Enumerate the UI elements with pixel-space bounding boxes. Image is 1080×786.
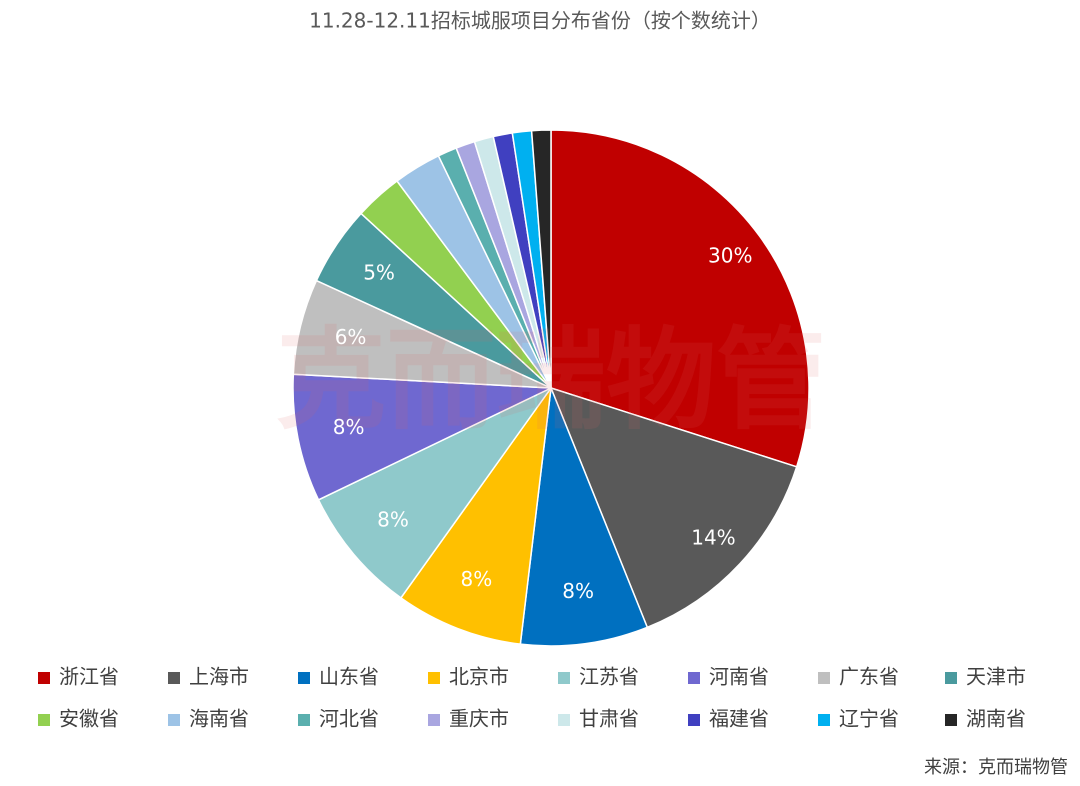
legend-label: 山东省 bbox=[319, 665, 379, 689]
legend-label: 安徽省 bbox=[59, 707, 119, 731]
legend-swatch bbox=[428, 714, 440, 726]
legend-label: 重庆市 bbox=[449, 707, 509, 731]
legend-label: 江苏省 bbox=[579, 665, 639, 689]
legend-label: 河北省 bbox=[319, 707, 379, 731]
legend-label: 辽宁省 bbox=[839, 707, 899, 731]
pie-slice bbox=[519, 387, 649, 647]
data-label: 5% bbox=[363, 260, 395, 284]
legend-swatch bbox=[945, 672, 957, 684]
pie-slice bbox=[317, 387, 552, 599]
legend-label: 湖南省 bbox=[966, 707, 1026, 731]
data-label: 8% bbox=[461, 567, 493, 591]
data-label: 6% bbox=[335, 325, 367, 349]
legend-swatch bbox=[298, 672, 310, 684]
legend-label: 河南省 bbox=[709, 665, 769, 689]
data-label: 8% bbox=[377, 507, 409, 531]
data-label: 8% bbox=[333, 415, 365, 439]
data-label: 14% bbox=[691, 526, 735, 550]
legend-label: 天津市 bbox=[966, 665, 1026, 689]
legend-label: 海南省 bbox=[189, 707, 249, 731]
legend-swatch bbox=[558, 714, 570, 726]
legend-label: 北京市 bbox=[449, 665, 509, 689]
legend-swatch bbox=[428, 672, 440, 684]
legend-swatch bbox=[38, 714, 50, 726]
source-note: 来源：克而瑞物管 bbox=[924, 757, 1068, 778]
data-label: 8% bbox=[562, 579, 594, 603]
legend-label: 上海市 bbox=[189, 665, 249, 689]
legend-swatch bbox=[818, 672, 830, 684]
chart-title: 11.28-12.11招标城服项目分布省份（按个数统计） bbox=[309, 9, 771, 33]
data-label: 30% bbox=[708, 244, 752, 268]
legend-label: 甘肃省 bbox=[579, 707, 639, 731]
legend-swatch bbox=[558, 672, 570, 684]
legend-swatch bbox=[168, 714, 180, 726]
pie-slice bbox=[530, 129, 552, 389]
watermark: 克而瑞物管 bbox=[276, 316, 826, 444]
legend-swatch bbox=[168, 672, 180, 684]
pie-slice bbox=[550, 129, 810, 468]
legend-swatch bbox=[298, 714, 310, 726]
legend-swatch bbox=[38, 672, 50, 684]
legend-swatch bbox=[688, 672, 700, 684]
pie-slice bbox=[399, 387, 552, 646]
legend-label: 广东省 bbox=[839, 665, 899, 689]
pie-slice bbox=[292, 373, 552, 501]
pie-slice bbox=[549, 386, 798, 629]
legend-swatch bbox=[818, 714, 830, 726]
legend-label: 福建省 bbox=[709, 707, 769, 731]
legend-label: 浙江省 bbox=[59, 665, 119, 689]
legend-swatch bbox=[688, 714, 700, 726]
legend-swatch bbox=[945, 714, 957, 726]
